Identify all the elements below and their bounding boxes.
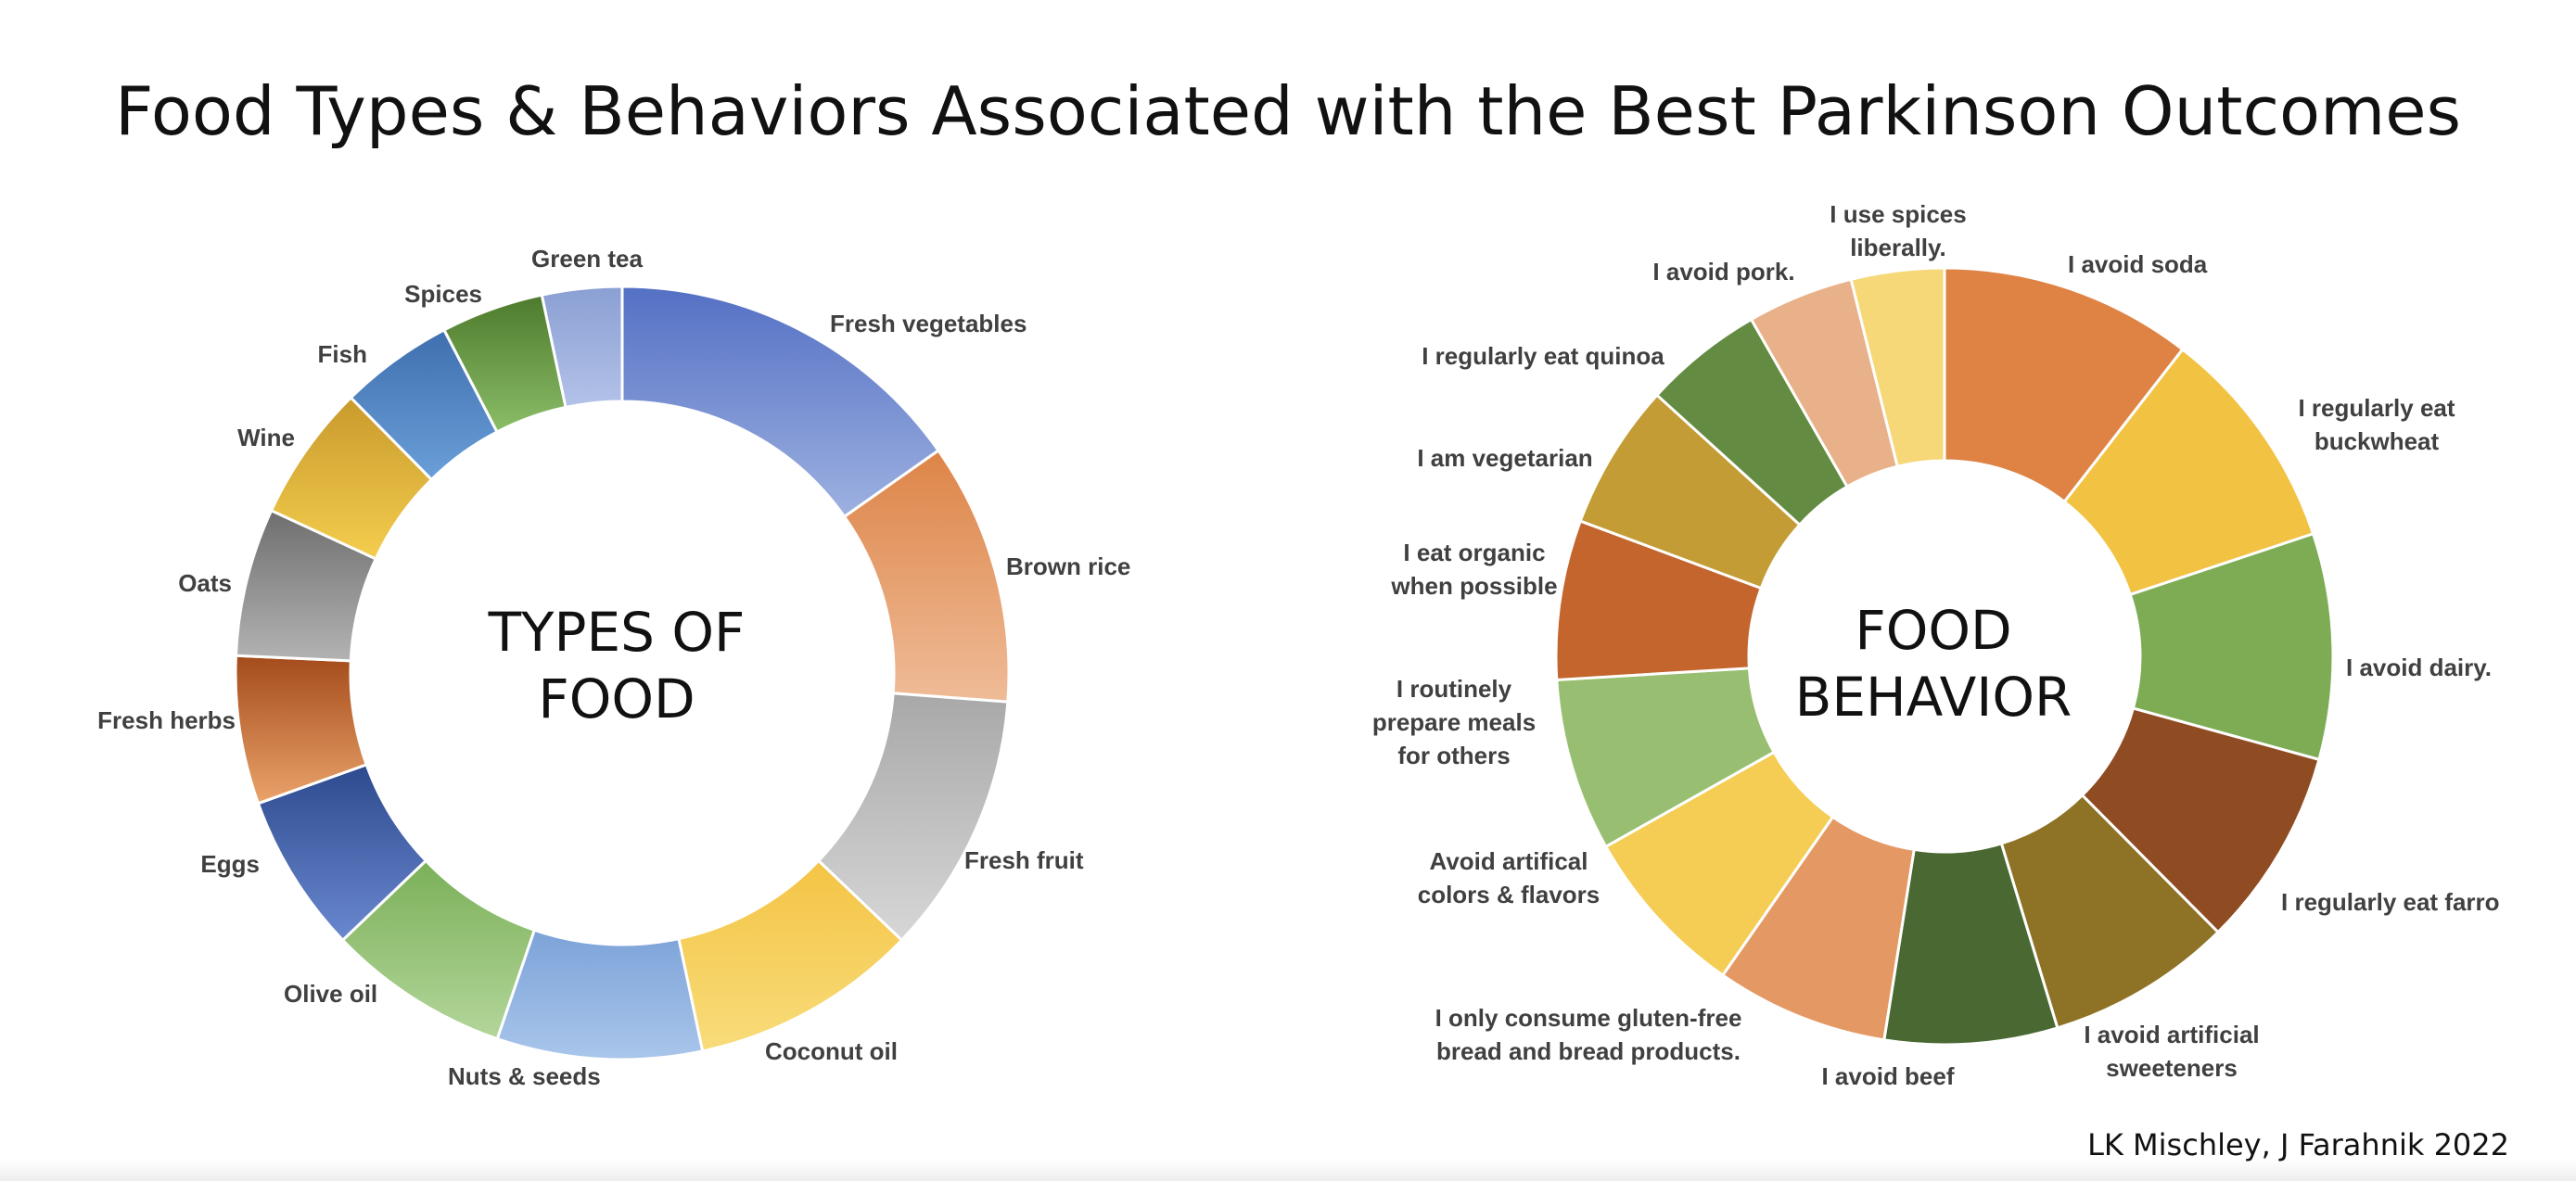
type-label-spices: Spices [404, 280, 482, 308]
type-center-label-line-2: FOOD [538, 667, 695, 730]
behavior-label-i-use-spices-liberally: I use spices liberally. [1830, 200, 1966, 261]
type-label-fresh-fruit: Fresh fruit [964, 846, 1084, 874]
behavior-label-avoid-artifical-colors-flavors: Avoid artifical colors & flavors [1418, 847, 1600, 908]
type-label-fish: Fish [318, 340, 367, 368]
food-behavior-donut: I avoid soda I regularly eat buckwheat I av… [1372, 200, 2500, 1090]
bottom-shade [0, 1159, 2576, 1181]
type-label-fresh-herbs: Fresh herbs [97, 706, 236, 734]
behavior-label-i-avoid-soda: I avoid soda [2068, 250, 2208, 278]
type-label-fresh-vegetables: Fresh vegetables [830, 310, 1027, 337]
type-center-label-line-1: TYPES OF [488, 601, 746, 664]
type-label-olive-oil: Olive oil [284, 980, 377, 1008]
behavior-label-i-avoid-dairy: I avoid dairy. [2346, 654, 2492, 681]
behavior-slice-i-use-spices-liberally [1849, 266, 1946, 469]
behavior-label-i-avoid-beef: I avoid beef [1821, 1062, 1954, 1090]
behavior-label-i-routinely-prepare-meals-for-others: I routinely prepare meals for others [1372, 675, 1536, 769]
behavior-label-i-avoid-artificial-sweeteners: I avoid artificial sweeteners [2084, 1021, 2259, 1082]
type-label-eggs: Eggs [200, 850, 260, 878]
behavior-label-i-eat-organic-when-possible: I eat organic when possible [1390, 539, 1557, 600]
behavior-slice-i-avoid-soda [1943, 266, 2185, 504]
behavior-label-i-regularly-eat-buckwheat: I regularly eat buckwheat [2298, 394, 2455, 455]
types-of-food-donut: Fresh vegetables Brown rice Fresh fruit Coc… [97, 245, 1130, 1090]
type-label-coconut-oil: Coconut oil [765, 1037, 898, 1065]
author-credit: LK Mischley, J Farahnik 2022 [2087, 1127, 2509, 1162]
behavior-center-label-line-2: BEHAVIOR [1795, 666, 2072, 729]
behavior-label-i-avoid-pork: I avoid pork. [1652, 258, 1794, 286]
type-label-wine: Wine [237, 424, 295, 451]
type-label-brown-rice: Brown rice [1006, 552, 1130, 580]
behavior-center-label-line-1: FOOD [1855, 599, 2011, 662]
type-label-nuts-seeds: Nuts & seeds [448, 1062, 601, 1090]
behavior-label-i-am-vegetarian: I am vegetarian [1417, 444, 1592, 472]
behavior-label-i-only-consume-gluten-free-bread-and-bread-products: I only consume gluten-free bread and brea… [1435, 1004, 1742, 1065]
slide-title: Food Types & Behaviors Associated with t… [114, 72, 2462, 150]
behavior-label-i-regularly-eat-quinoa: I regularly eat quinoa [1422, 342, 1664, 370]
type-label-oats: Oats [178, 569, 232, 597]
type-slice-green-tea [540, 285, 624, 410]
type-label-green-tea: Green tea [531, 245, 643, 273]
behavior-label-i-regularly-eat-farro: I regularly eat farro [2281, 888, 2500, 916]
